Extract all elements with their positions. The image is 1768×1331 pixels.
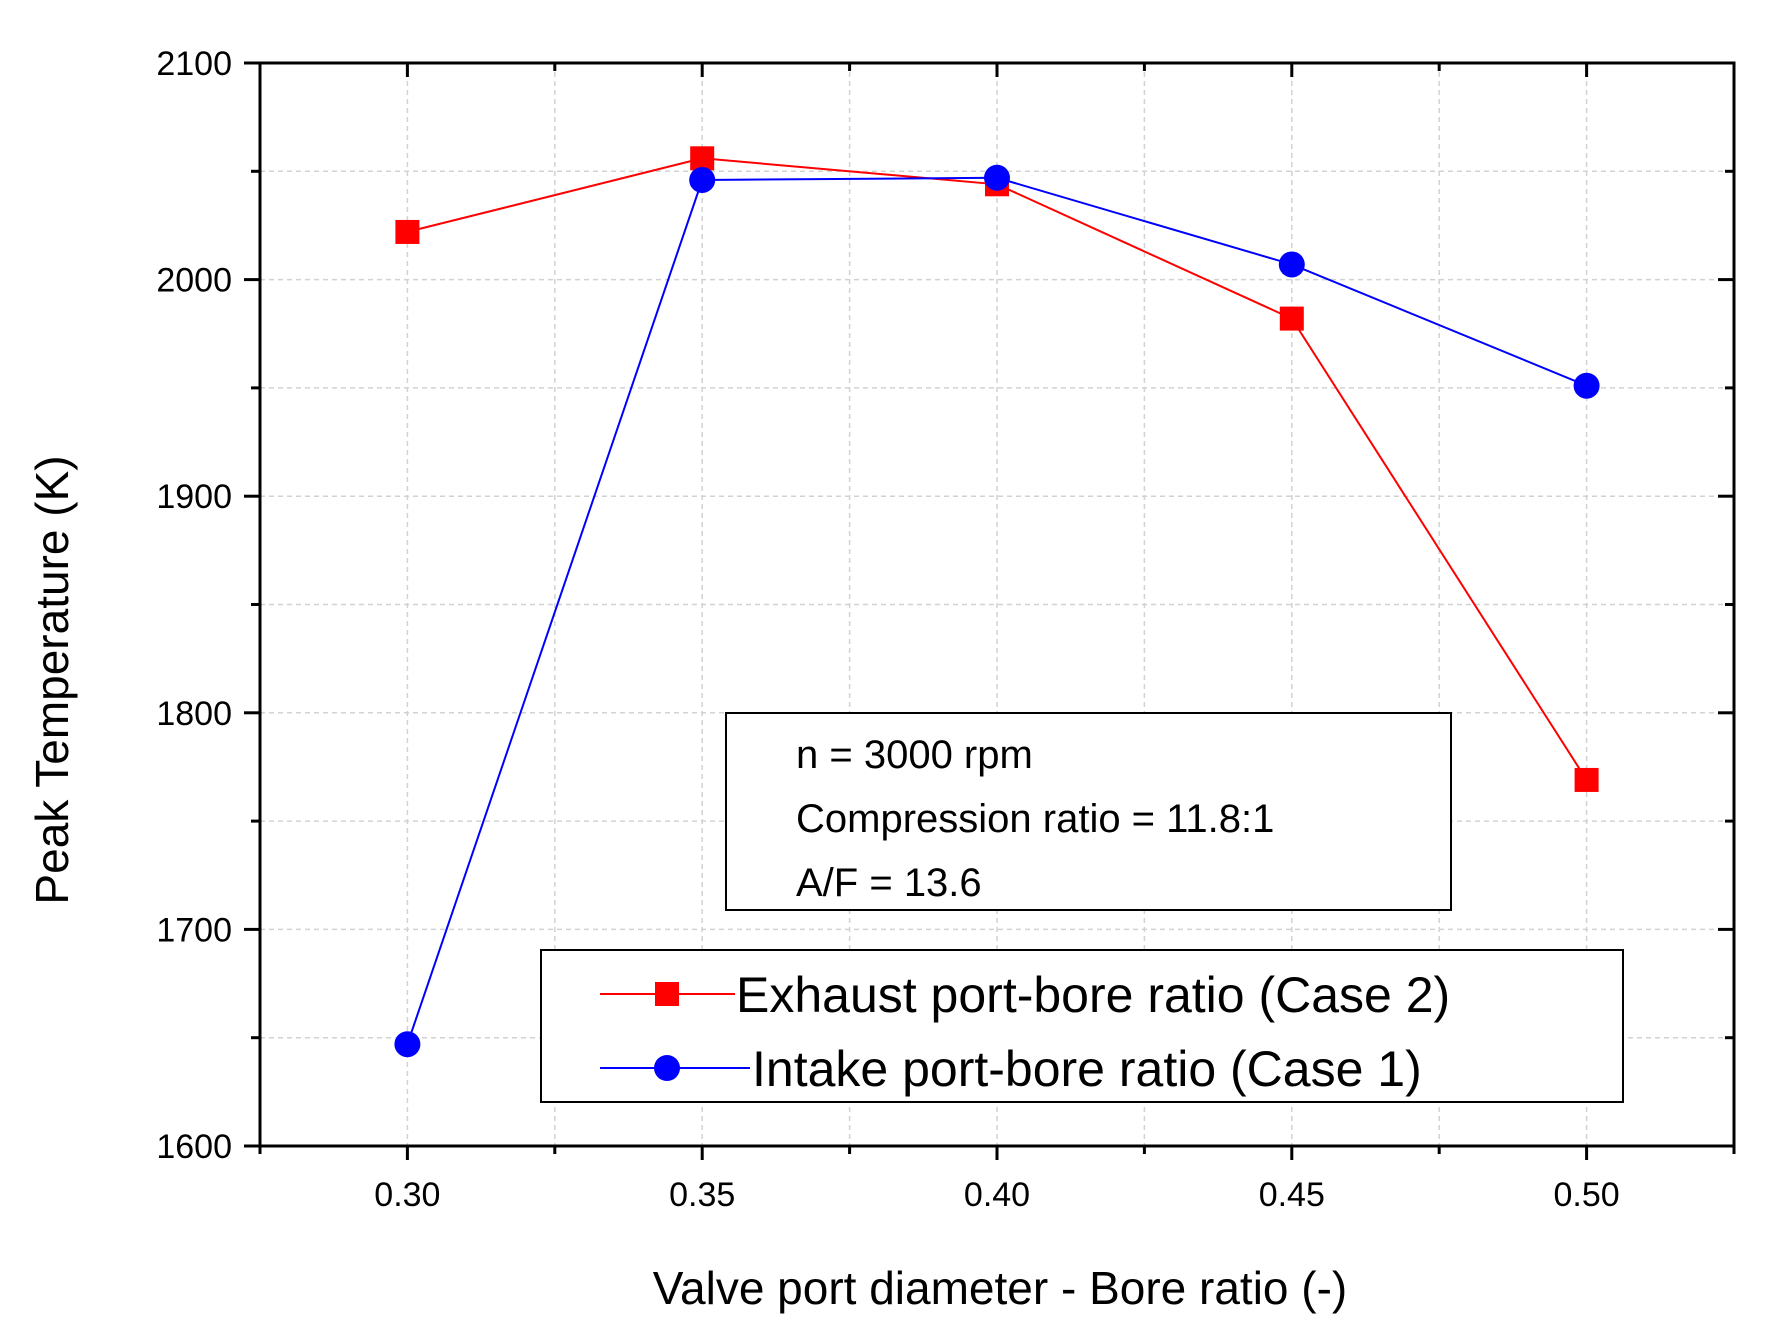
y-tick-label: 1700	[156, 911, 232, 949]
x-tick-label: 0.35	[669, 1176, 735, 1214]
y-tick-label: 1900	[156, 478, 232, 516]
series-1-point	[394, 1031, 421, 1058]
legend: Exhaust port-bore ratio (Case 2) Intake …	[540, 949, 1624, 1103]
annotation-line-1: n = 3000 rpm	[796, 733, 1033, 777]
x-tick-label: 0.45	[1259, 1176, 1325, 1214]
y-tick-label: 2000	[156, 262, 232, 300]
series-0-point	[1574, 767, 1599, 792]
series-1-point	[984, 164, 1010, 191]
annotation-line-3: A/F = 13.6	[796, 861, 982, 905]
series-0-point	[1279, 306, 1304, 331]
series-0-point	[395, 219, 420, 244]
annotation-frame	[725, 712, 1452, 911]
x-tick-label: 0.30	[374, 1176, 440, 1214]
annotation-box: n = 3000 rpm Compression ratio = 11.8:1 …	[725, 712, 1452, 911]
legend-frame	[540, 949, 1624, 1103]
legend-label-intake: Intake port-bore ratio (Case 1)	[752, 1041, 1422, 1097]
x-tick-label: 0.50	[1554, 1176, 1620, 1214]
series-1-point	[1278, 251, 1305, 278]
series-1-point	[1573, 372, 1600, 399]
y-tick-label: 2100	[156, 45, 232, 83]
x-tick-label: 0.40	[964, 1176, 1030, 1214]
series-1-point	[689, 166, 716, 193]
ticks: 0.30 0.35 0.40 0.45 0.50 1600 1700 1800 1900 2000…	[156, 45, 1736, 1214]
y-axis-title: Peak Temperature (K)	[26, 455, 78, 904]
grid	[260, 63, 1734, 1146]
y-tick-label: 1800	[156, 695, 232, 733]
legend-marker-exhaust	[655, 982, 679, 1006]
legend-label-exhaust: Exhaust port-bore ratio (Case 2)	[736, 967, 1450, 1023]
series-0-point	[690, 146, 715, 171]
annotation-line-2: Compression ratio = 11.8:1	[796, 797, 1274, 841]
x-axis-title: Valve port diameter - Bore ratio (-)	[653, 1262, 1348, 1314]
y-tick-label: 1600	[156, 1128, 232, 1166]
series-layer	[394, 146, 1600, 1058]
legend-marker-intake	[654, 1055, 680, 1081]
